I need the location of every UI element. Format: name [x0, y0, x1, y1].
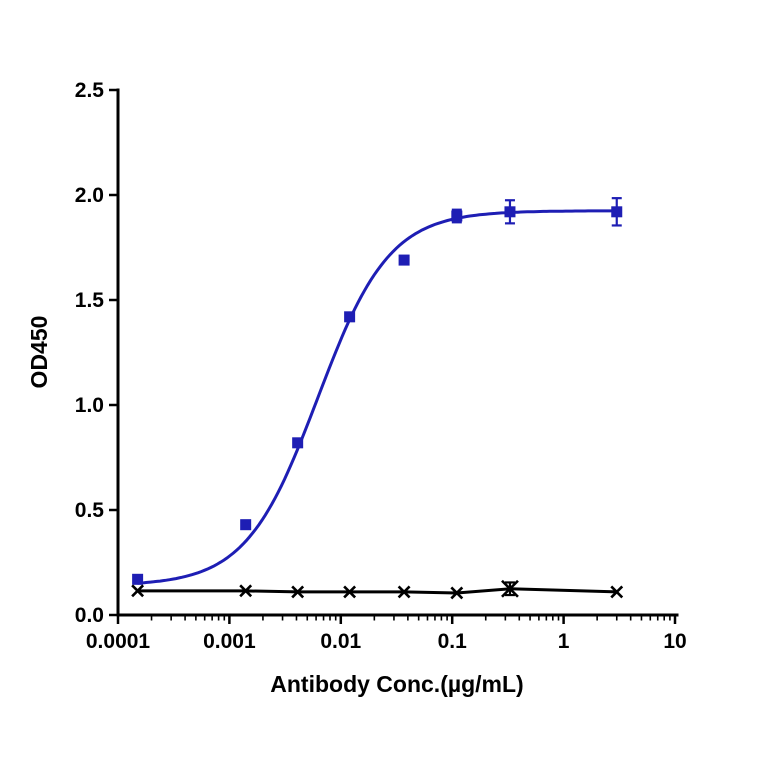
y-axis-title: OD450	[26, 316, 52, 389]
data-point-square	[344, 311, 356, 323]
data-point-square	[240, 519, 252, 531]
x-tick-label: 0.001	[203, 630, 256, 653]
x-axis-title: Antibody Conc.(µg/mL)	[270, 671, 523, 697]
data-point-square	[504, 206, 516, 218]
y-tick-label: 0.5	[75, 499, 105, 522]
data-point-x	[610, 585, 624, 599]
plot-area: 0.0001 0.001 0.01 0.1 1 10 0.0 0.5 1.0 1.5 2.0 2.5	[75, 79, 687, 653]
data-point-x	[501, 579, 519, 598]
y-tick-label: 2.0	[75, 184, 104, 207]
data-point-square	[611, 206, 623, 218]
x-tick-label: 10	[663, 630, 686, 653]
x-tick-label: 1	[558, 630, 570, 653]
x-tick-label: 0.1	[438, 630, 468, 653]
data-point-square	[398, 254, 410, 266]
data-point-square	[132, 573, 144, 585]
y-tick-label: 0.0	[75, 604, 104, 627]
series-line	[137, 587, 617, 595]
data-point-x	[450, 586, 464, 600]
data-point-x	[397, 585, 411, 599]
x-tick-label: 0.0001	[86, 630, 151, 653]
data-point-x	[291, 585, 305, 599]
y-tick-label: 2.5	[75, 79, 105, 102]
data-point-square	[451, 210, 463, 222]
series-antibody-binding	[132, 197, 623, 585]
x-tick-label: 0.01	[320, 630, 361, 653]
data-point-x	[239, 584, 253, 598]
data-point-x	[131, 584, 145, 598]
y-tick-label: 1.5	[75, 289, 105, 312]
fit-curve	[137, 209, 617, 585]
y-tick-label: 1.0	[75, 394, 104, 417]
data-point-x	[343, 585, 357, 599]
data-point-square	[292, 437, 304, 449]
series-negative-control	[131, 579, 624, 600]
